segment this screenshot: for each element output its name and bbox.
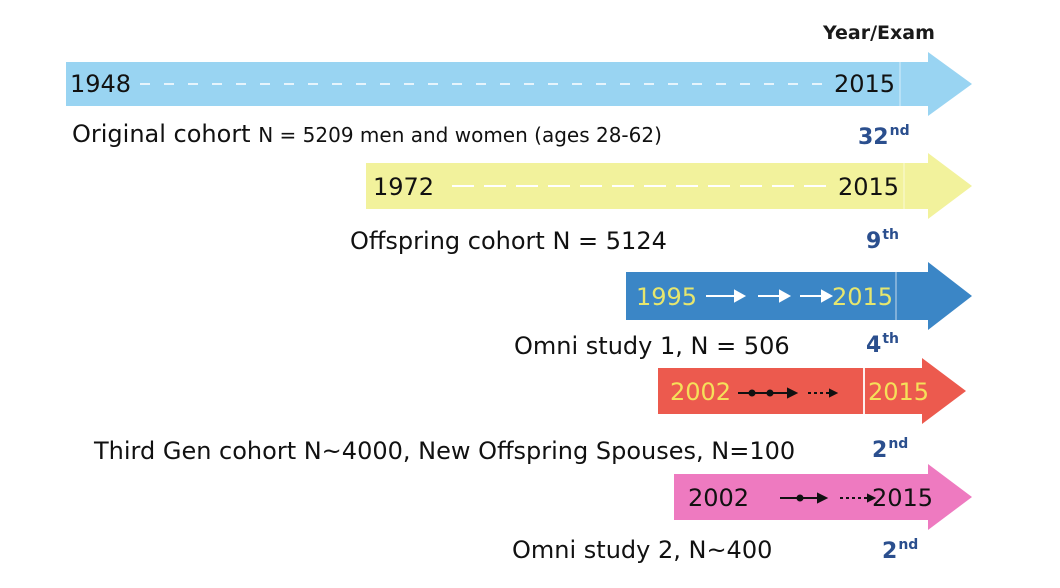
omni-study-1-label: Omni study 1, N = 506	[514, 332, 790, 360]
third-gen-cohort-exam: 2nd	[872, 436, 908, 463]
exam-number: 2	[882, 539, 898, 564]
omni-study-1-exam: 4th	[866, 331, 899, 358]
original-cohort-arrow	[66, 52, 972, 116]
omni-study-1-arrow-marks	[706, 289, 834, 303]
exam-suffix: nd	[888, 436, 909, 452]
third-gen-cohort-start-year: 2002	[670, 378, 732, 406]
exam-suffix: nd	[898, 537, 919, 553]
third-gen-cohort-arrow-marks	[738, 387, 839, 399]
original-cohort-end-year: 2015	[834, 70, 896, 98]
omni-study-1-arrow	[626, 262, 972, 330]
offspring-cohort-start-year: 1972	[373, 173, 435, 201]
third-gen-cohort-label: Third Gen cohort N~4000, New Offspring S…	[94, 437, 796, 465]
original-cohort-exam: 32nd	[858, 123, 910, 150]
original-cohort-label: Original cohort N = 5209 men and women (…	[72, 120, 662, 148]
third-gen-cohort-arrow	[658, 358, 966, 424]
exam-suffix: th	[882, 227, 899, 243]
original-cohort-start-year: 1948	[70, 70, 132, 98]
exam-number: 2	[872, 438, 888, 463]
offspring-cohort-exam: 9th	[866, 227, 899, 254]
exam-suffix: th	[882, 331, 899, 347]
omni-study-1-end-year: 2015	[832, 283, 894, 311]
original-cohort-detail: N = 5209 men and women (ages 28-62)	[258, 123, 662, 147]
exam-number: 4	[866, 333, 882, 358]
exam-suffix: nd	[889, 123, 910, 139]
omni-study-2-label: Omni study 2, N~400	[512, 536, 773, 564]
omni-study-2-end-year: 2015	[872, 484, 934, 512]
third-gen-cohort-end-year: 2015	[868, 378, 930, 406]
offspring-cohort-end-year: 2015	[838, 173, 900, 201]
omni-study-2-start-year: 2002	[688, 484, 750, 512]
year-exam-header: Year/Exam	[823, 22, 935, 44]
omni-study-2-arrow-marks	[780, 492, 877, 504]
exam-number: 9	[866, 229, 882, 254]
original-cohort-name: Original cohort	[72, 120, 251, 148]
omni-study-2-exam: 2nd	[882, 537, 918, 564]
exam-number: 32	[858, 125, 889, 150]
omni-study-1-start-year: 1995	[636, 283, 698, 311]
offspring-cohort-arrow	[366, 153, 972, 219]
offspring-cohort-label: Offspring cohort N = 5124	[350, 227, 667, 255]
